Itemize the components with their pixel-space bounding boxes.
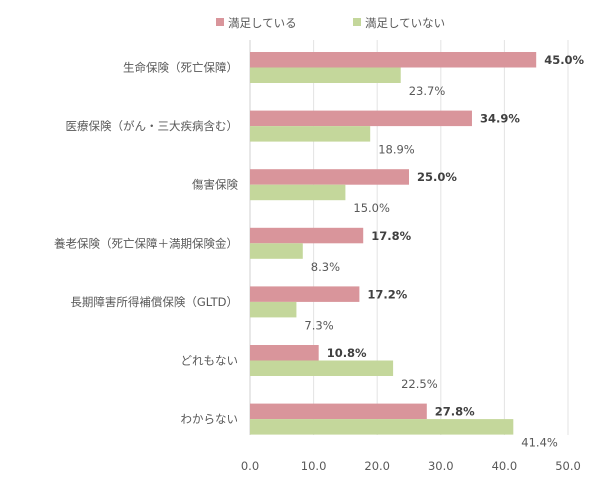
x-tick-label: 20.0: [364, 459, 390, 473]
data-label: 34.9%: [480, 112, 520, 126]
category-label: 生命保険（死亡保障）: [123, 61, 238, 75]
x-tick-label: 50.0: [555, 459, 581, 473]
category-label: 傷害保険: [192, 178, 238, 192]
legend-swatch-satisfied: [216, 18, 224, 26]
data-label: 22.5%: [401, 377, 438, 391]
bar-unsatisfied: [250, 126, 371, 142]
category-label: 医療保険（がん・三大疾病含む）: [66, 119, 239, 133]
legend-label: 満足している: [228, 16, 297, 30]
data-label: 45.0%: [544, 53, 584, 67]
data-label: 10.8%: [327, 346, 367, 360]
data-label: 18.9%: [378, 143, 415, 157]
bar-satisfied: [250, 169, 409, 185]
data-label: 17.8%: [371, 229, 411, 243]
data-label: 23.7%: [409, 84, 446, 98]
data-label: 15.0%: [353, 201, 390, 215]
x-tick-label: 10.0: [301, 459, 327, 473]
bar-unsatisfied: [250, 360, 394, 376]
bar-unsatisfied: [250, 243, 303, 259]
category-label: わからない: [181, 412, 239, 426]
bar-satisfied: [250, 52, 537, 68]
data-label: 8.3%: [311, 260, 340, 274]
x-tick-label: 30.0: [428, 459, 454, 473]
bar-unsatisfied: [250, 67, 401, 83]
bar-unsatisfied: [250, 301, 297, 318]
bar-satisfied: [250, 345, 319, 361]
category-label: 養老保険（死亡保障＋満期保険金）: [54, 236, 238, 250]
legend-swatch-unsatisfied: [353, 18, 361, 26]
x-tick-label: 40.0: [492, 459, 518, 473]
category-label: どれもない: [181, 354, 239, 368]
data-label: 25.0%: [417, 170, 457, 184]
bar-satisfied: [250, 110, 472, 127]
category-label: 長期障害所得補償保険（GLTD）: [70, 295, 238, 309]
bar-unsatisfied: [250, 184, 346, 201]
data-label: 17.2%: [367, 287, 407, 301]
data-label: 7.3%: [304, 318, 333, 332]
data-label: 27.8%: [435, 405, 475, 419]
data-label: 41.4%: [521, 436, 558, 450]
legend-label: 満足していない: [365, 16, 445, 30]
bar-satisfied: [250, 286, 360, 302]
x-tick-label: 0.0: [241, 459, 259, 473]
bar-satisfied: [250, 227, 364, 244]
bar-unsatisfied: [250, 419, 514, 435]
bar-satisfied: [250, 403, 427, 420]
